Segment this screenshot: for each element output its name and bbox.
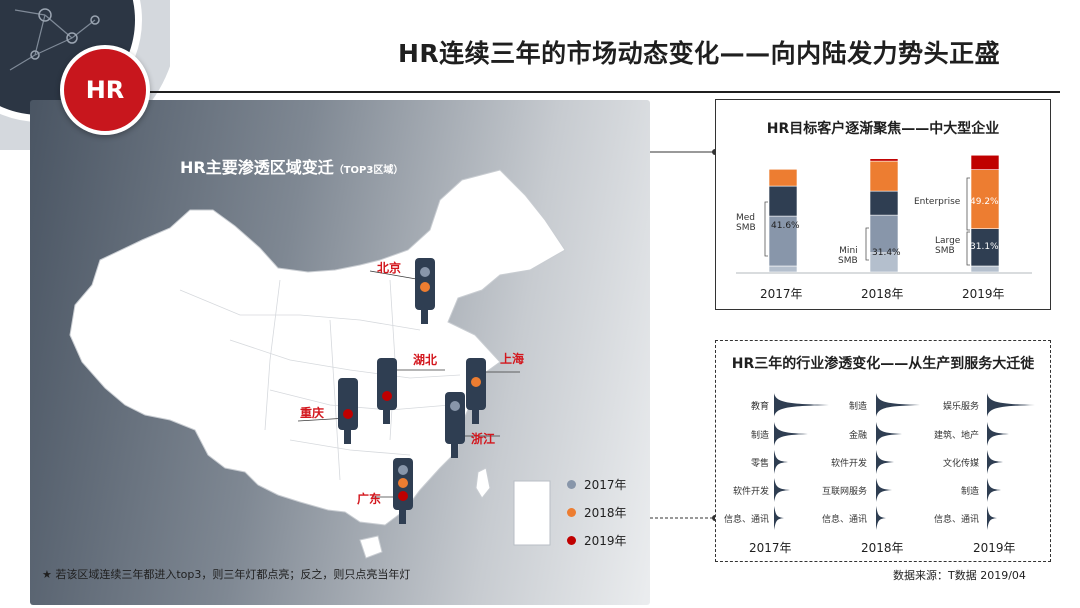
bar-segment-2018年-medium [869, 214, 899, 254]
ridge-shape-2-3 [987, 478, 1001, 502]
ridge-chart [774, 393, 1035, 530]
industry-2018-0: 制造 [848, 402, 867, 412]
bracket-1 [865, 227, 869, 261]
ridge-shape-2-4 [987, 506, 997, 530]
hainan-island [359, 535, 383, 559]
industry-2017-3: 软件开发 [732, 487, 769, 497]
label-enterprise: Enterprise [914, 197, 961, 207]
industry-panel: HR三年的行业渗透变化——从生产到服务大迁徙 教育 制造 零售 软件开发 信息、… [715, 340, 1051, 562]
bracket-0 [764, 201, 768, 257]
pct-2017: 41.6% [771, 221, 800, 231]
industry-2017-4: 信息、通讯 [723, 515, 769, 525]
industry-2019-1: 建筑、地产 [933, 431, 979, 441]
industry-year-2019: 2019年 [973, 541, 1016, 555]
industry-2017-1: 制造 [750, 431, 769, 441]
china-map [69, 169, 566, 559]
traffic-light-zhejiang [445, 392, 465, 458]
map-legend: 2017年 2018年 2019年 [567, 470, 627, 554]
ridge-shape-1-3 [876, 478, 892, 502]
legend-label: 2018年 [584, 505, 627, 520]
stacked-bar-chart [736, 154, 1032, 274]
city-label-hubei: 湖北 [413, 353, 438, 367]
traffic-light-chongqing [338, 378, 358, 444]
city-label-zhejiang: 浙江 [471, 432, 496, 446]
bar-segment-2018年-enterprise [869, 160, 899, 192]
map-panel: HR主要渗透区域变迁（TOP3区域） [30, 100, 650, 605]
hr-badge: HR [60, 45, 150, 135]
legend-dot-2019 [567, 535, 576, 545]
year-label-2018: 2018年 [861, 287, 904, 301]
map-title-text: HR主要渗透区域变迁 [180, 158, 334, 177]
customer-chart-title: HR目标客户逐渐聚焦——中大型企业 [766, 121, 1000, 137]
taiwan-island [475, 467, 491, 499]
industry-2018-4: 信息、通讯 [821, 515, 867, 525]
south-sea-inset [513, 480, 551, 546]
legend-label: 2019年 [584, 533, 627, 548]
bar-segment-2017年-small [768, 265, 798, 273]
year-label-2017: 2017年 [760, 287, 803, 301]
pct-2019-enterprise: 49.2% [970, 197, 999, 207]
pct-2018: 31.4% [872, 248, 901, 258]
industry-chart-title: HR三年的行业渗透变化——从生产到服务大迁徙 [731, 356, 1035, 372]
ridge-shape-2-0 [987, 393, 1035, 417]
page-title: HR连续三年的市场动态变化——向内陆发力势头正盛 [398, 39, 1001, 68]
industry-2019-0: 娱乐服务 [942, 402, 979, 412]
traffic-light-hubei [377, 358, 397, 424]
industry-2019-2: 文化传媒 [942, 459, 979, 469]
title-divider [150, 91, 1060, 93]
ridge-shape-0-4 [774, 506, 784, 530]
ridge-shape-0-0 [774, 393, 829, 417]
ridge-shape-1-0 [876, 393, 920, 417]
label-med-smb: Med SMB [736, 213, 756, 233]
bar-segment-2018年-large [869, 190, 899, 216]
legend-label: 2017年 [584, 477, 627, 492]
city-label-guangdong: 广东 [357, 492, 382, 506]
industry-2018-1: 金融 [848, 431, 867, 441]
year-label-2019: 2019年 [962, 287, 1005, 301]
data-source: 数据来源：T数据 2019/04 [893, 569, 1026, 582]
legend-dot-2017 [567, 479, 576, 489]
traffic-light-guangdong [393, 458, 413, 524]
industry-year-2018: 2018年 [861, 541, 904, 555]
bar-segment-2019年-other [970, 154, 1000, 170]
legend-item-2019: 2019年 [567, 526, 627, 554]
traffic-light-beijing [415, 258, 435, 324]
ridge-shape-1-1 [876, 422, 902, 446]
ridge-shape-2-1 [987, 422, 1009, 446]
industry-2019-4: 信息、通讯 [933, 515, 979, 525]
ridge-shape-2-2 [987, 450, 1003, 474]
bar-segment-2017年-large [768, 185, 798, 217]
city-label-chongqing: 重庆 [300, 406, 325, 420]
bracket-2 [966, 177, 970, 231]
ridge-shape-1-2 [876, 450, 894, 474]
industry-year-2017: 2017年 [749, 541, 792, 555]
bracket-3 [966, 231, 970, 266]
map-title: HR主要渗透区域变迁（TOP3区域） [180, 154, 403, 178]
legend-item-2018: 2018年 [567, 498, 627, 526]
city-label-beijing: 北京 [377, 261, 402, 275]
ridge-shape-0-3 [774, 478, 790, 502]
traffic-light-shanghai [466, 358, 486, 424]
pct-2019-large: 31.1% [970, 242, 999, 252]
customer-segment-panel: HR目标客户逐渐聚焦——中大型企业 Med SMB 41.6% Mini SMB… [715, 99, 1051, 310]
ridge-shape-0-2 [774, 450, 788, 474]
ridge-shape-0-1 [774, 422, 808, 446]
industry-2019-3: 制造 [960, 487, 979, 497]
bar-segment-2018年-other [869, 158, 899, 162]
map-title-suffix: （TOP3区域） [333, 165, 404, 176]
ridge-shape-1-4 [876, 506, 886, 530]
industry-2018-2: 软件开发 [830, 459, 867, 469]
label-mini-smb: Mini SMB [838, 246, 858, 266]
bar-segment-2019年-large [970, 228, 1000, 267]
industry-2018-3: 互联网服务 [821, 487, 867, 497]
bar-segment-2017年-enterprise [768, 168, 798, 187]
industry-2017-2: 零售 [750, 459, 769, 469]
bar-segment-2019年-small [970, 265, 1000, 273]
legend-item-2017: 2017年 [567, 470, 627, 498]
industry-2017-0: 教育 [750, 402, 769, 412]
city-label-shanghai: 上海 [500, 352, 525, 366]
legend-dot-2018 [567, 507, 576, 517]
map-footnote: ★ 若该区域连续三年都进入top3，则三年灯都点亮；反之，则只点亮当年灯 [42, 568, 411, 581]
label-large-smb: Large SMB [935, 236, 961, 256]
